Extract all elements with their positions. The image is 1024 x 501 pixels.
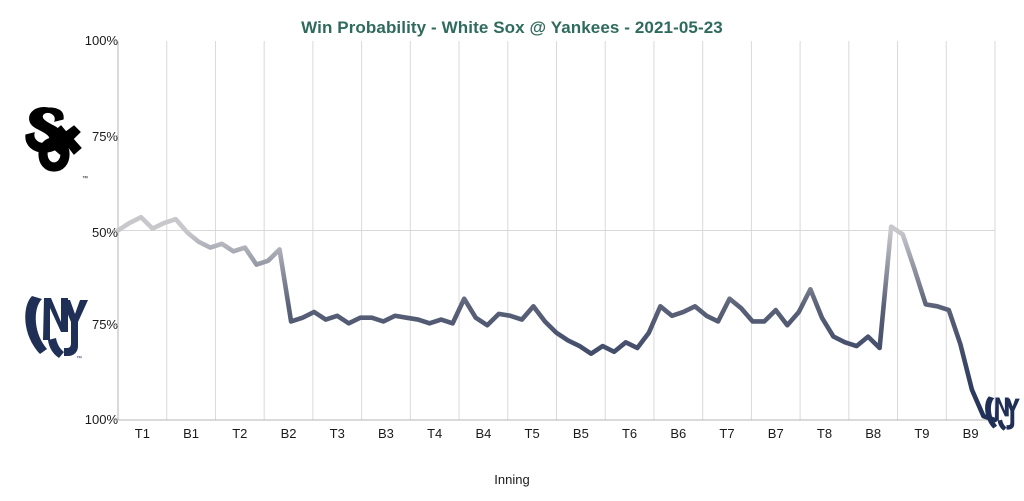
x-tick-label-t4: T4: [427, 426, 443, 441]
x-tick-label-t9: T9: [914, 426, 930, 441]
svg-text:™: ™: [82, 175, 88, 182]
x-tick-label-b8: B8: [865, 426, 882, 441]
x-tick-label-b1: B1: [183, 426, 200, 441]
y-tick-label-0: 100%: [84, 33, 118, 48]
white-sox-logo: ™: [18, 96, 90, 184]
x-tick-label-t6: T6: [621, 426, 638, 441]
win-probability-line: [115, 214, 998, 423]
x-tick-label-t2: T2: [232, 426, 248, 441]
x-tick-label-t1: T1: [134, 426, 150, 441]
page-title: Win Probability - White Sox @ Yankees - …: [301, 18, 723, 37]
svg-text:™: ™: [76, 355, 82, 362]
x-axis-title: Inning: [494, 472, 530, 487]
y-tick-label-2: 50%: [91, 225, 118, 240]
yankees-logo: ™: [18, 288, 90, 364]
y-axis: 100% 75% 50% 75% 100%: [62, 0, 118, 501]
x-tick-label-b6: B6: [670, 426, 687, 441]
x-tick-label-b5: B5: [572, 426, 589, 441]
y-tick-label-1: 75%: [91, 129, 118, 144]
yankees-logo-endpoint: [981, 392, 1021, 439]
x-tick-label-t7: T7: [719, 426, 735, 441]
x-tick-label-b2: B2: [280, 426, 297, 441]
y-tick-label-4: 100%: [84, 412, 118, 427]
x-tick-label-t5: T5: [524, 426, 540, 441]
x-tick-label-b3: B3: [378, 426, 394, 441]
x-tick-label-b9: B9: [962, 426, 979, 441]
gridlines: [112, 40, 996, 421]
x-tick-label-t8: T8: [816, 426, 833, 441]
x-tick-label-b4: B4: [475, 426, 492, 441]
y-tick-label-3: 75%: [91, 317, 118, 332]
x-tick-label-t3: T3: [329, 426, 345, 441]
x-tick-label-b7: B7: [767, 426, 784, 441]
